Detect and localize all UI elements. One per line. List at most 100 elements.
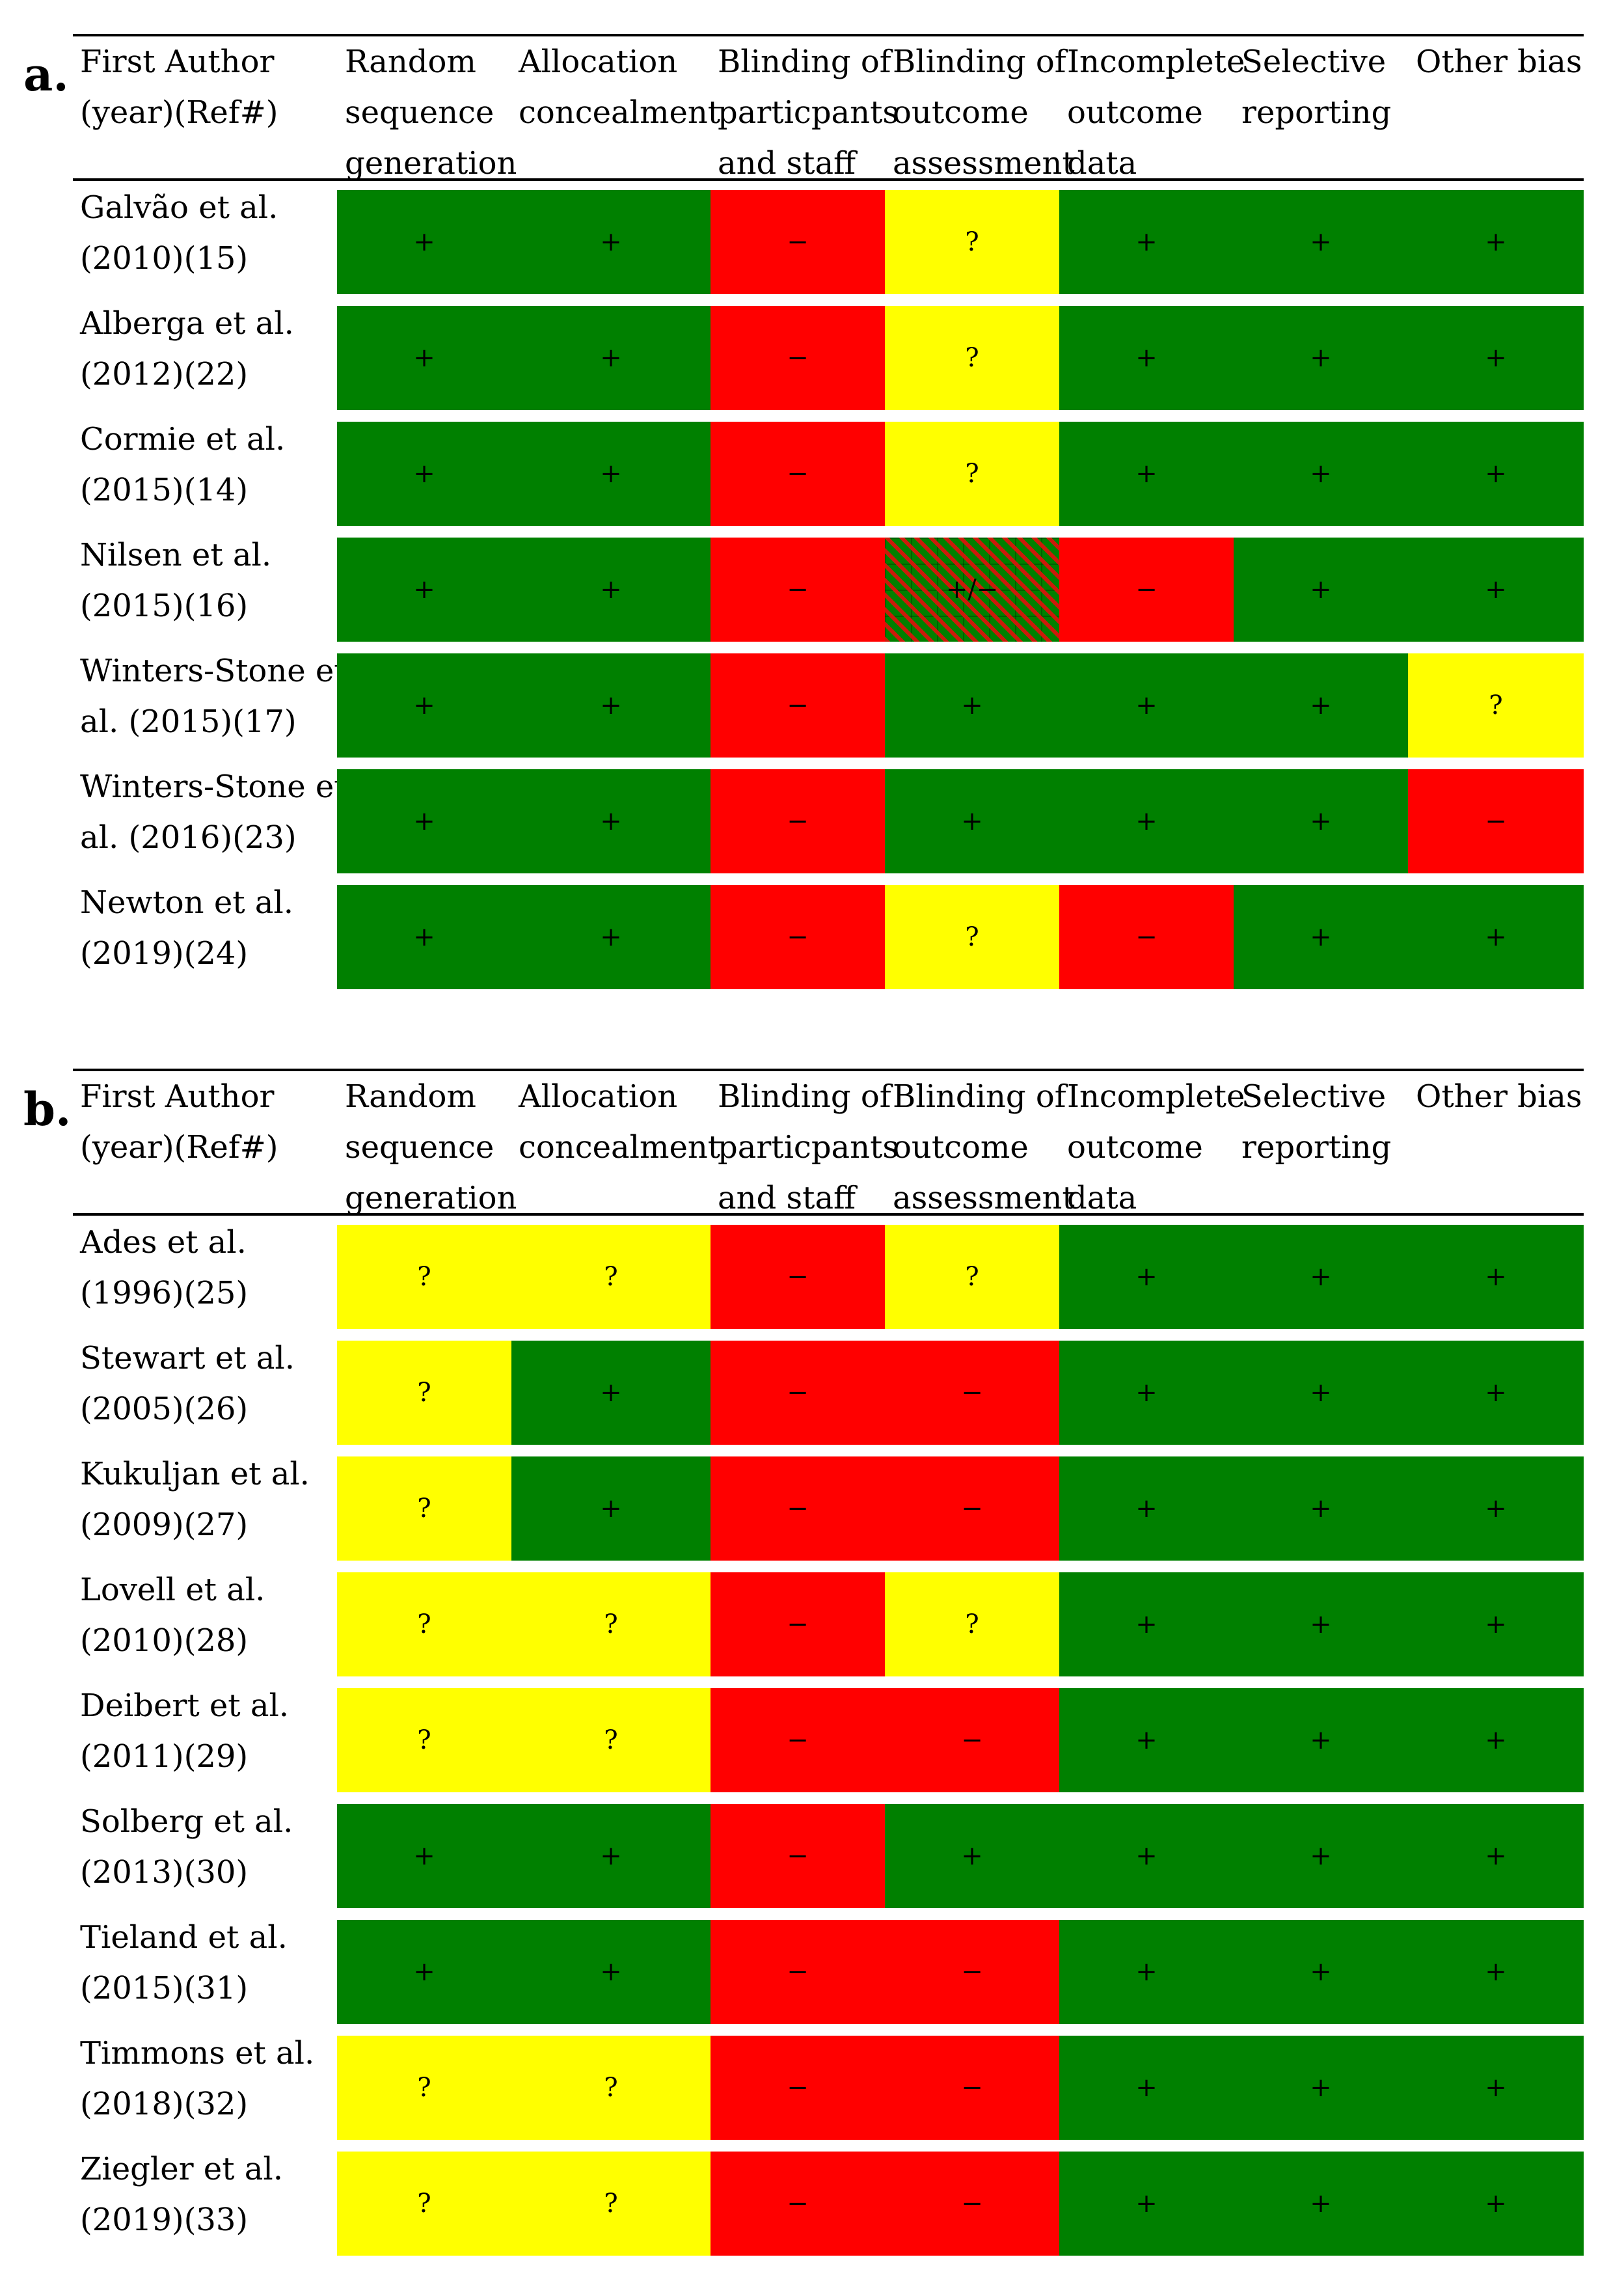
table-row: Solberg et al. (2013)(30) + + − + + + +: [0, 1803, 1611, 1908]
rating-cell: −: [711, 1920, 885, 2024]
table-row: Cormie et al. (2015)(14) + + −? + + +: [0, 421, 1611, 526]
column-header-line: particpants: [718, 94, 899, 131]
table-row: Winters-Stone et al. (2016)(23) + + − + + + −: [0, 769, 1611, 873]
panel-label: b.: [23, 1082, 72, 1136]
study-author-line: Alberga et al.: [80, 305, 294, 342]
study-author: Ades et al. (1996)(25): [80, 1217, 248, 1319]
study-author-line: Ziegler et al.: [80, 2151, 283, 2187]
rating-cell: ?: [337, 1341, 511, 1445]
table-row: Alberga et al. (2012)(22) + + −? + + +: [0, 305, 1611, 410]
rating-cell: −: [885, 1688, 1059, 1792]
study-author: Winters-Stone et al. (2016)(23): [80, 761, 347, 863]
study-author-line: Nilsen et al.: [80, 537, 272, 573]
rating-cell: +: [511, 1341, 711, 1445]
study-author-line: Kukuljan et al.: [80, 1456, 310, 1492]
column-header-line: Blinding of: [893, 1078, 1066, 1115]
study-author: Deibert et al. (2011)(29): [80, 1680, 289, 1782]
rating-cell: −: [1059, 885, 1234, 989]
rating-cell: +: [337, 653, 511, 758]
table-row: Nilsen et al. (2015)(16) + + − +/− − + +: [0, 537, 1611, 642]
header-top-rule: [73, 34, 1584, 36]
column-header-line: Random: [345, 44, 476, 80]
study-author-line: al. (2015)(17): [80, 704, 297, 740]
column-header-line: outcome: [1067, 1129, 1203, 1166]
rating-cell: +: [1059, 769, 1234, 873]
rating-cell: +: [337, 885, 511, 989]
column-header-line: concealment: [519, 1129, 721, 1166]
study-author-line: Tieland et al.: [80, 1919, 288, 1956]
rating-cell: −: [885, 2152, 1059, 2256]
study-author-line: (2018)(32): [80, 2086, 249, 2122]
table-row: Timmons et al. (2018)(32)?? − − + + +: [0, 2035, 1611, 2140]
table-row: Winters-Stone et al. (2015)(17) + + − + + +?: [0, 653, 1611, 758]
column-header-line: reporting: [1241, 1129, 1392, 1166]
rating-cell: −: [885, 2036, 1059, 2140]
rating-cell: +: [1234, 2036, 1408, 2140]
rating-cell: +: [511, 1456, 711, 1561]
rating-cell: +: [1408, 306, 1584, 410]
rating-cell: +: [1234, 885, 1408, 989]
rating-cell: +: [1234, 1804, 1408, 1908]
rating-cell: ?: [337, 1572, 511, 1676]
header-top-rule: [73, 1069, 1584, 1071]
table-row: Ziegler et al. (2019)(33)?? − − + + +: [0, 2151, 1611, 2256]
column-header-line: assessment: [893, 145, 1075, 182]
column-header: Blinding of particpants and staff: [718, 1071, 899, 1223]
column-header-line: Allocation: [519, 1078, 678, 1115]
rating-cell: +: [337, 1920, 511, 2024]
study-author: Timmons et al. (2018)(32): [80, 2028, 314, 2129]
rating-cell: +: [1408, 190, 1584, 294]
rating-cell: +: [337, 769, 511, 873]
rating-cell: +: [1059, 2036, 1234, 2140]
column-header: Selective reporting: [1241, 36, 1391, 138]
study-author-line: (2005)(26): [80, 1391, 249, 1427]
rating-cell: +: [337, 538, 511, 642]
table-row: Tieland et al. (2015)(31) + + − − + + +: [0, 1919, 1611, 2024]
rating-cell: −: [1408, 769, 1584, 873]
study-author-line: (2012)(22): [80, 356, 249, 392]
rating-cell: −: [711, 885, 885, 989]
rating-cell: +: [1408, 538, 1584, 642]
rating-cell: +: [511, 1920, 711, 2024]
table-row: Galvão et al. (2010)(15) + + −? + + +: [0, 189, 1611, 294]
rating-cell: +: [1408, 1225, 1584, 1329]
rating-cell: +: [1059, 1920, 1234, 2024]
study-author-line: Winters-Stone et: [80, 769, 347, 805]
column-header-line: particpants: [718, 1129, 899, 1166]
column-header-line: Other bias: [1416, 44, 1582, 80]
rating-cell: +: [1059, 1341, 1234, 1445]
column-header-line: Blinding of: [718, 1078, 891, 1115]
study-author: Cormie et al. (2015)(14): [80, 414, 285, 515]
study-author-line: (2019)(24): [80, 935, 249, 972]
rating-cell: −: [711, 1804, 885, 1908]
study-author-line: (2010)(15): [80, 240, 249, 277]
column-header-line: generation: [345, 145, 517, 182]
rating-cell: −: [711, 1225, 885, 1329]
table-row: Kukuljan et al. (2009)(27)? + − − + + +: [0, 1456, 1611, 1561]
rating-cell: −: [1059, 538, 1234, 642]
column-header-line: reporting: [1241, 94, 1392, 131]
rating-cell: +: [1408, 1920, 1584, 2024]
study-author: Alberga et al. (2012)(22): [80, 298, 294, 400]
rating-cell: +: [1234, 1572, 1408, 1676]
rating-cell: +: [1408, 1341, 1584, 1445]
column-header-line: outcome: [893, 94, 1029, 131]
study-author-line: Timmons et al.: [80, 2035, 315, 2071]
rating-cell: ?: [885, 422, 1059, 526]
rating-cell: −: [711, 769, 885, 873]
rating-cell: +: [1059, 1688, 1234, 1792]
rating-cell: ?: [885, 1225, 1059, 1329]
rating-cell: +: [511, 190, 711, 294]
study-author-line: Lovell et al.: [80, 1572, 265, 1608]
rating-cell: +: [1059, 1572, 1234, 1676]
panel-label: a.: [23, 48, 69, 102]
rating-cell: +: [1234, 306, 1408, 410]
rating-cell: −: [711, 1688, 885, 1792]
study-author-line: Stewart et al.: [80, 1340, 295, 1376]
rating-cell: ?: [511, 1688, 711, 1792]
study-author: Nilsen et al. (2015)(16): [80, 530, 271, 631]
rating-cell: +: [1234, 1225, 1408, 1329]
rating-cell: −: [711, 1456, 885, 1561]
study-author-line: Winters-Stone et: [80, 653, 347, 689]
study-author-line: Newton et al.: [80, 884, 294, 921]
